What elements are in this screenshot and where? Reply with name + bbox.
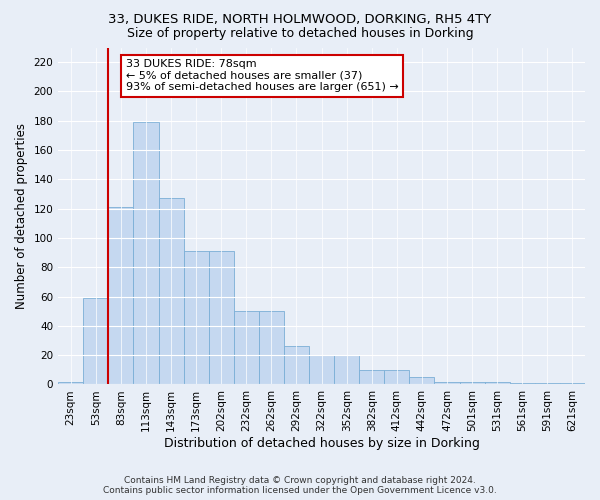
- Text: 33, DUKES RIDE, NORTH HOLMWOOD, DORKING, RH5 4TY: 33, DUKES RIDE, NORTH HOLMWOOD, DORKING,…: [109, 12, 491, 26]
- Bar: [385, 370, 409, 384]
- Bar: [460, 382, 485, 384]
- Bar: [209, 251, 234, 384]
- Bar: [560, 383, 585, 384]
- Bar: [535, 383, 560, 384]
- Bar: [58, 382, 83, 384]
- Bar: [284, 346, 309, 385]
- Text: Size of property relative to detached houses in Dorking: Size of property relative to detached ho…: [127, 28, 473, 40]
- Text: Contains HM Land Registry data © Crown copyright and database right 2024.
Contai: Contains HM Land Registry data © Crown c…: [103, 476, 497, 495]
- Bar: [109, 207, 133, 384]
- Bar: [510, 383, 535, 384]
- Bar: [83, 298, 109, 384]
- Bar: [184, 251, 209, 384]
- Bar: [259, 311, 284, 384]
- Bar: [309, 355, 334, 384]
- Bar: [334, 355, 359, 384]
- Bar: [434, 382, 460, 384]
- Bar: [485, 382, 510, 384]
- Y-axis label: Number of detached properties: Number of detached properties: [15, 123, 28, 309]
- Bar: [133, 122, 158, 384]
- X-axis label: Distribution of detached houses by size in Dorking: Distribution of detached houses by size …: [164, 437, 479, 450]
- Text: 33 DUKES RIDE: 78sqm
← 5% of detached houses are smaller (37)
93% of semi-detach: 33 DUKES RIDE: 78sqm ← 5% of detached ho…: [126, 59, 398, 92]
- Bar: [359, 370, 385, 384]
- Bar: [234, 311, 259, 384]
- Bar: [409, 377, 434, 384]
- Bar: [158, 198, 184, 384]
